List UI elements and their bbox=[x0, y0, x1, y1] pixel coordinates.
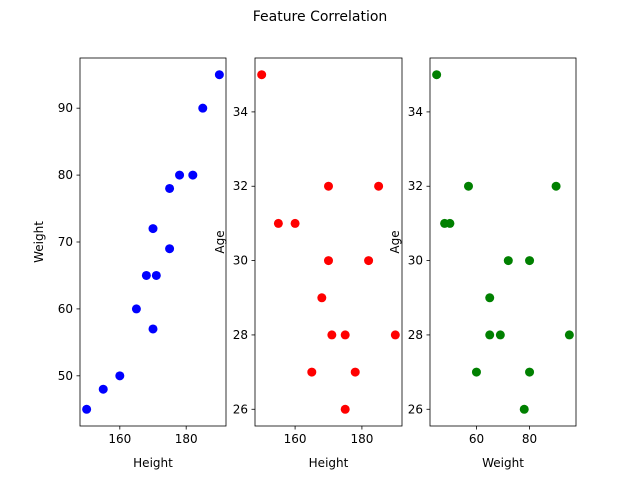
subplot-1-point bbox=[151, 270, 161, 280]
subplot-3-ytick-label: 28 bbox=[408, 328, 423, 342]
subplot-2-xlabel: Height bbox=[309, 456, 349, 470]
subplot-2-point bbox=[364, 256, 374, 266]
subplot-3-xtick-label: 80 bbox=[522, 432, 537, 446]
subplot-1-point bbox=[175, 170, 185, 180]
subplot-2-point bbox=[307, 367, 317, 377]
subplot-2-ytick-label: 28 bbox=[233, 328, 248, 342]
subplot-2-point bbox=[257, 70, 267, 80]
subplot-3-point bbox=[564, 330, 574, 340]
subplot-2-point bbox=[390, 330, 400, 340]
subplot-2-point bbox=[350, 367, 360, 377]
subplot-2-point bbox=[374, 181, 384, 191]
subplot-1-frame bbox=[79, 57, 227, 427]
subplot-3-point bbox=[445, 218, 455, 228]
subplot-3-ytick-label: 32 bbox=[408, 179, 423, 193]
subplot-3-point bbox=[432, 70, 442, 80]
subplot-3-ytick-label: 34 bbox=[408, 105, 423, 119]
subplot-1-xtick-label: 180 bbox=[175, 432, 198, 446]
subplot-3-xtick-label: 60 bbox=[469, 432, 484, 446]
subplot-2-ytick-label: 30 bbox=[233, 254, 248, 268]
subplot-1-xtick-label: 160 bbox=[108, 432, 131, 446]
subplot-2-point bbox=[273, 218, 283, 228]
subplot-2-ylabel: Age bbox=[213, 230, 227, 253]
subplot-3-ytick-label: 26 bbox=[408, 402, 423, 416]
subplot-1-point bbox=[148, 224, 158, 234]
subplot-1-ytick-label: 80 bbox=[58, 168, 73, 182]
subplot-2-point bbox=[340, 404, 350, 414]
subplot-3-point bbox=[485, 330, 495, 340]
subplot-3-frame bbox=[429, 57, 577, 427]
subplot-3-point bbox=[485, 293, 495, 303]
subplot-1-ytick-label: 90 bbox=[58, 101, 73, 115]
subplot-1-point bbox=[198, 103, 208, 113]
subplot-1-point bbox=[82, 404, 92, 414]
subplot-2-point bbox=[290, 218, 300, 228]
subplot-3-point bbox=[551, 181, 561, 191]
subplot-2-frame bbox=[254, 57, 403, 427]
subplot-1-ytick-label: 50 bbox=[58, 369, 73, 383]
subplot-3-ylabel: Age bbox=[388, 230, 402, 253]
figure-title: Feature Correlation bbox=[253, 9, 388, 25]
subplot-1-point bbox=[148, 324, 158, 334]
subplot-2-point bbox=[340, 330, 350, 340]
subplot-2-point bbox=[324, 181, 333, 191]
subplot-3-xlabel: Weight bbox=[482, 456, 524, 470]
subplot-3-point bbox=[471, 367, 481, 377]
subplot-1-point bbox=[98, 384, 108, 394]
subplot-3-point bbox=[525, 367, 535, 377]
subplot-3-point bbox=[503, 256, 513, 266]
subplot-2-point bbox=[317, 293, 327, 303]
subplot-1-point bbox=[131, 304, 141, 314]
subplot-1-xlabel: Height bbox=[133, 456, 173, 470]
subplot-2-ytick-label: 32 bbox=[233, 179, 248, 193]
subplot-2-point bbox=[327, 330, 337, 340]
subplot-3-ytick-label: 30 bbox=[408, 254, 423, 268]
subplot-1-ytick-label: 60 bbox=[58, 302, 73, 316]
subplot-3-point bbox=[519, 404, 529, 414]
subplot-1-point bbox=[214, 70, 224, 80]
subplot-1-point bbox=[115, 371, 125, 381]
subplot-1-point bbox=[165, 183, 175, 193]
subplot-2-ytick-label: 26 bbox=[233, 402, 248, 416]
subplot-3-point bbox=[525, 256, 535, 266]
subplot-3-point bbox=[495, 330, 505, 340]
subplot-1-ytick-label: 70 bbox=[58, 235, 73, 249]
subplot-1-ylabel: Weight bbox=[32, 221, 46, 263]
subplot-3-point bbox=[463, 181, 473, 191]
subplot-1-point bbox=[165, 244, 175, 254]
subplot-2-ytick-label: 34 bbox=[233, 105, 248, 119]
subplot-1-point bbox=[188, 170, 198, 180]
subplot-2-xtick-label: 160 bbox=[284, 432, 307, 446]
subplot-2-xtick-label: 180 bbox=[350, 432, 373, 446]
subplot-2-point bbox=[324, 256, 333, 266]
subplot-1-point bbox=[141, 270, 151, 280]
